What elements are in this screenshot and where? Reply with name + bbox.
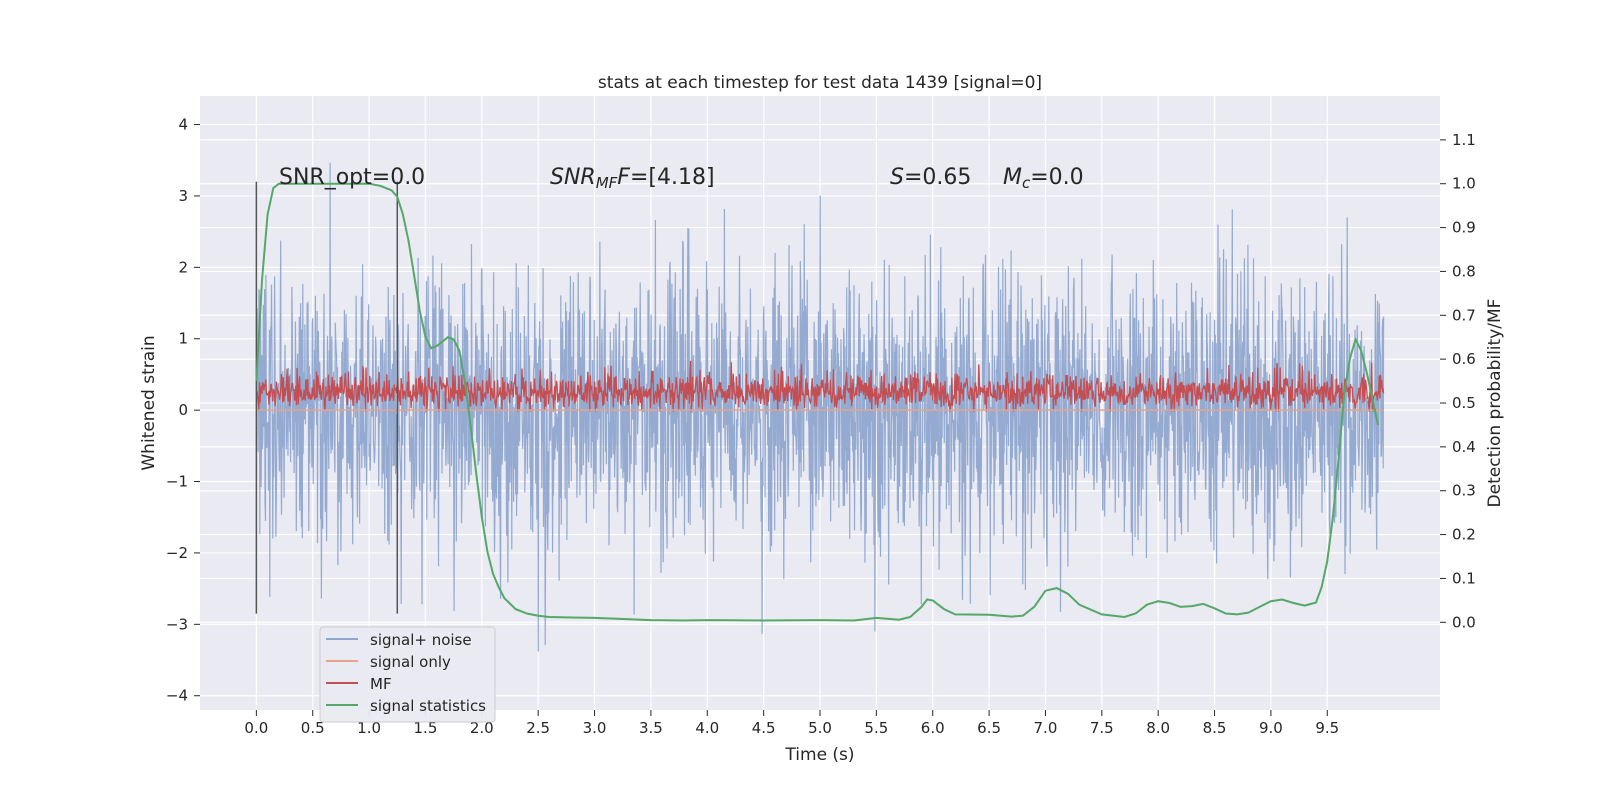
x-tick-label: 4.0 <box>695 719 719 737</box>
snr-mf-value: =[4.18] <box>630 165 715 190</box>
y-right-tick-label: 0.9 <box>1452 219 1476 237</box>
x-tick-label: 9.0 <box>1259 719 1283 737</box>
y-right-tick-label: 0.2 <box>1452 526 1476 544</box>
signal-statistics-series <box>255 182 1379 622</box>
y-left-tick-label: −2 <box>166 544 188 562</box>
annotation-mc: Mc=0.0 <box>1003 165 1084 192</box>
vertical-markers <box>255 181 399 614</box>
x-tick-label: 5.0 <box>808 719 832 737</box>
signal-noise-line <box>255 162 1385 652</box>
snr-mf-symbol: SNR <box>550 165 596 190</box>
y-left-tick-label: −4 <box>166 687 188 705</box>
signal-noise-series <box>255 162 1385 652</box>
x-tick-label: 2.0 <box>470 719 494 737</box>
x-tick-label: 5.5 <box>864 719 888 737</box>
y-left-tick-label: 4 <box>178 116 188 134</box>
x-tick-label: 8.0 <box>1146 719 1170 737</box>
y-right-tick-label: 0.1 <box>1452 569 1476 587</box>
x-ticks: 0.0 0.5 1.0 1.5 2.0 2.5 3.0 3.5 4.0 4.5 5.0 5.5 6.0 6… <box>244 710 1339 737</box>
y-right-tick-label: 0.4 <box>1452 438 1476 456</box>
y-right-ticks: 1.1 1.0 0.9 0.8 0.7 0.6 0.5 0.4 0.3 0.2 0.1 0.0 <box>1440 131 1476 631</box>
legend-label-signal-noise: signal+ noise <box>370 631 472 649</box>
legend-label-mf: MF <box>370 675 392 693</box>
y-left-tick-label: 0 <box>178 401 188 419</box>
x-tick-label: 4.5 <box>752 719 776 737</box>
x-tick-label: 0.0 <box>244 719 268 737</box>
x-tick-label: 7.0 <box>1034 719 1058 737</box>
x-tick-label: 0.5 <box>301 719 325 737</box>
y-right-tick-label: 1.0 <box>1452 175 1476 193</box>
y-right-tick-label: 1.1 <box>1452 131 1476 149</box>
y-left-tick-label: 1 <box>178 330 188 348</box>
y-right-tick-label: 0.0 <box>1452 613 1476 631</box>
annotation-s: S=0.65 <box>890 165 971 190</box>
x-tick-label: 7.5 <box>1090 719 1114 737</box>
x-tick-label: 3.0 <box>583 719 607 737</box>
annotation-snr-opt: SNR_opt=0.0 <box>279 165 425 190</box>
y-right-tick-label: 0.8 <box>1452 262 1476 280</box>
x-axis-label: Time (s) <box>784 745 854 765</box>
annotation-snr-mf: SNRMFF=[4.18] <box>550 165 715 192</box>
y-left-tick-label: 2 <box>178 258 188 276</box>
mf-series <box>255 360 1385 412</box>
y-left-ticks: 4 3 2 1 0 −1 −2 −3 −4 <box>166 116 200 705</box>
y-left-tick-label: −3 <box>166 615 188 633</box>
legend: signal+ noise signal only MF signal stat… <box>319 626 496 723</box>
legend-label-signal-only: signal only <box>370 653 451 671</box>
x-tick-label: 1.0 <box>357 719 381 737</box>
y-right-axis-label: Detection probability/MF <box>1485 299 1505 508</box>
y-left-tick-label: 3 <box>178 187 188 205</box>
y-right-tick-label: 0.5 <box>1452 394 1476 412</box>
y-left-axis-label: Whitened strain <box>139 335 159 470</box>
x-tick-label: 6.0 <box>921 719 945 737</box>
legend-box <box>319 626 496 723</box>
y-right-tick-label: 0.3 <box>1452 482 1476 500</box>
y-right-tick-label: 0.7 <box>1452 306 1476 324</box>
x-tick-label: 1.5 <box>414 719 438 737</box>
x-tick-label: 2.5 <box>526 719 550 737</box>
x-tick-label: 6.5 <box>977 719 1001 737</box>
snr-mf-subscript: MF <box>596 174 618 192</box>
mf-line <box>255 360 1385 412</box>
x-tick-label: 9.5 <box>1315 719 1339 737</box>
legend-label-signal-statistics: signal statistics <box>370 697 486 715</box>
chart-title: stats at each timestep for test data 143… <box>598 73 1042 93</box>
x-tick-label: 8.5 <box>1203 719 1227 737</box>
y-right-tick-label: 0.6 <box>1452 350 1476 368</box>
x-tick-label: 3.5 <box>639 719 663 737</box>
y-left-tick-label: −1 <box>166 473 188 491</box>
